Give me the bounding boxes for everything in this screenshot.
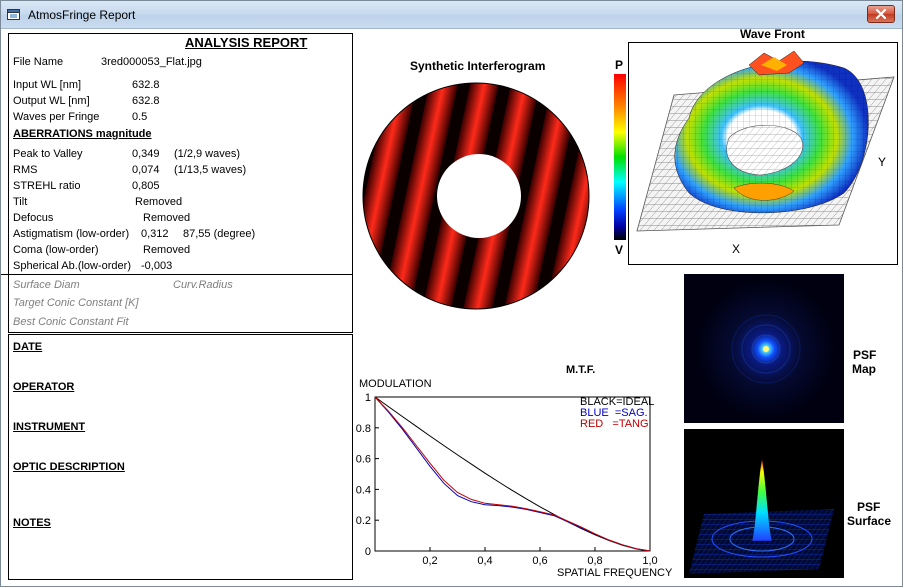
mtf-title: M.T.F. — [566, 364, 596, 376]
psf-map-image — [684, 274, 844, 423]
output-wl-label: Output WL [nm] — [13, 95, 90, 107]
mtf-legend-entry: RED =TANG — [580, 418, 649, 430]
mtf-legend-entry: BLUE =SAG. — [580, 407, 648, 419]
mtf-x-tick-label: 1,0 — [642, 555, 657, 567]
mtf-y-tick-label: 0.4 — [356, 484, 371, 496]
wavefront-panel: X Y — [628, 42, 898, 265]
mtf-chart: 0 0.2 0.4 0.6 0.8 1 0,2 0,4 0,6 0,8 1,0 BLACK=IDEAL… — [356, 392, 658, 567]
tilt-label: Tilt — [13, 196, 28, 208]
mtf-xlabel: SPATIAL FREQUENCY — [557, 567, 673, 579]
astigmatism-label: Astigmatism (low-order) — [13, 228, 130, 240]
surface-diam-label: Surface Diam — [13, 279, 80, 291]
input-wl-label: Input WL [nm] — [13, 79, 82, 91]
wavefront-surface — [636, 50, 895, 232]
tilt-value: Removed — [135, 196, 183, 208]
spherical-value: -0,003 — [141, 260, 173, 272]
defocus-label: Defocus — [13, 212, 54, 224]
close-button[interactable] — [867, 5, 895, 23]
rms-value: 0,074 — [132, 164, 160, 176]
psf-surface-label-2: Surface — [847, 514, 892, 528]
aberrations-heading: ABERRATIONS magnitude — [13, 128, 152, 140]
mtf-y-tick-label: 0 — [365, 546, 371, 558]
title-bar[interactable]: AtmosFringe Report — [1, 1, 902, 29]
operator-label: OPERATOR — [13, 381, 75, 393]
file-name-label: File Name — [13, 56, 64, 68]
mtf-series-2 — [374, 396, 651, 552]
report-divider — [1, 274, 353, 275]
mtf-legend-entry: BLACK=IDEAL — [580, 396, 654, 408]
mtf-y-tick-label: 0.2 — [356, 515, 371, 527]
mtf-x-tick-label: 0,8 — [587, 555, 602, 567]
astigmatism-value: 0,312 — [141, 228, 169, 240]
mtf-x-tick-label: 0,4 — [477, 555, 492, 567]
interferogram-image — [361, 81, 591, 311]
output-wl-value: 632.8 — [132, 95, 160, 107]
defocus-value: Removed — [143, 212, 191, 224]
mtf-y-tick-label: 0.6 — [356, 454, 371, 466]
psf-surface-image — [684, 429, 844, 578]
interferogram-title: Synthetic Interferogram — [410, 59, 546, 73]
psf-surface-label-1: PSF — [857, 500, 881, 514]
waves-value: 0.5 — [132, 111, 148, 123]
colorbar-top-label: P — [615, 58, 624, 72]
rms-label: RMS — [13, 164, 38, 176]
close-icon — [875, 9, 887, 19]
rms-extra: (1/13,5 waves) — [174, 164, 247, 176]
mtf-x-tick-label: 0,2 — [422, 555, 437, 567]
mtf-x-tick-label: 0,6 — [532, 555, 547, 567]
colorbar — [614, 74, 626, 240]
strehl-value: 0,805 — [132, 180, 160, 192]
spherical-label: Spherical Ab.(low-order) — [13, 260, 131, 272]
coma-label: Coma (low-order) — [13, 244, 99, 256]
astigmatism-extra: 87,55 (degree) — [183, 228, 256, 240]
input-wl-value: 632.8 — [132, 79, 160, 91]
target-conic-label: Target Conic Constant [K] — [13, 297, 139, 309]
info-panel: DATE OPERATOR INSTRUMENT OPTIC DESCRIPTI… — [8, 334, 353, 580]
strehl-label: STREHL ratio — [13, 180, 81, 192]
waves-label: Waves per Fringe — [13, 111, 100, 123]
psf-map-label-1: PSF — [853, 348, 877, 362]
instrument-label: INSTRUMENT — [13, 421, 86, 433]
pv-extra: (1/2,9 waves) — [174, 148, 241, 160]
mtf-plot-frame — [374, 396, 651, 552]
optic-description-label: OPTIC DESCRIPTION — [13, 461, 125, 473]
coma-value: Removed — [143, 244, 191, 256]
pv-label: Peak to Valley — [13, 148, 83, 160]
curv-radius-label: Curv.Radius — [173, 279, 233, 291]
mtf-y-tick-label: 1 — [365, 392, 371, 404]
mtf-y-tick-label: 0.8 — [356, 423, 371, 435]
best-conic-label: Best Conic Constant Fit — [13, 316, 129, 328]
wavefront-title: Wave Front — [740, 27, 805, 41]
psf-map-label-2: Map — [852, 362, 876, 376]
pv-value: 0,349 — [132, 148, 160, 160]
window-title: AtmosFringe Report — [28, 8, 136, 22]
analysis-report-panel: ANALYSIS REPORT File Name 3red000053_Fla… — [8, 33, 353, 333]
file-name-value: 3red000053_Flat.jpg — [101, 56, 202, 68]
date-label: DATE — [13, 341, 43, 353]
wavefront-x-label: X — [732, 242, 741, 256]
report-heading: ANALYSIS REPORT — [185, 35, 308, 50]
wavefront-y-label: Y — [878, 155, 887, 169]
app-icon — [7, 9, 20, 20]
mtf-ylabel: MODULATION — [359, 378, 432, 390]
notes-label: NOTES — [13, 517, 51, 529]
colorbar-bottom-label: V — [615, 243, 624, 257]
